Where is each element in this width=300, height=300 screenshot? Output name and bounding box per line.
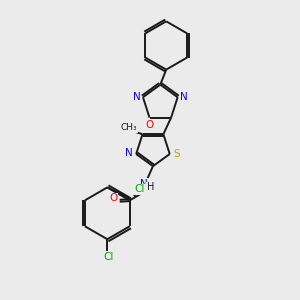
Text: N: N <box>140 179 148 189</box>
Text: O: O <box>110 193 118 203</box>
Text: O: O <box>146 120 154 130</box>
Text: Cl: Cl <box>135 184 145 194</box>
Text: N: N <box>180 92 188 102</box>
Text: S: S <box>174 149 180 159</box>
Text: N: N <box>125 148 133 158</box>
Text: N: N <box>133 92 140 102</box>
Text: H: H <box>147 182 154 192</box>
Text: Cl: Cl <box>103 252 114 262</box>
Text: CH₃: CH₃ <box>121 123 138 132</box>
